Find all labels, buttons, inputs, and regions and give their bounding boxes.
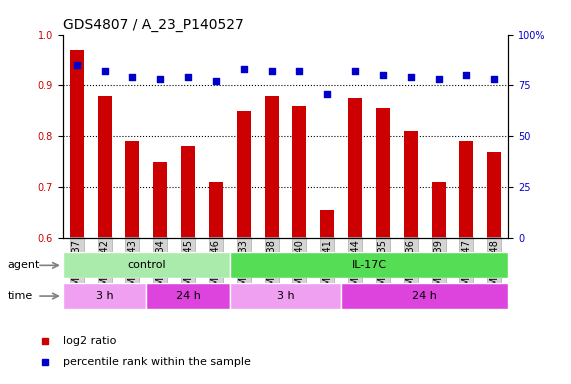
Point (183, 74, 192, 80)
Text: control: control (127, 260, 166, 270)
Point (462, 72, 471, 78)
Bar (209, 182, 223, 238)
Point (156, 76, 165, 83)
Point (295, 68, 304, 74)
Bar (63, 252, 230, 278)
Text: log2 ratio: log2 ratio (63, 336, 116, 346)
Bar (63, 283, 146, 309)
Text: IL-17C: IL-17C (351, 260, 387, 270)
Point (406, 74, 415, 80)
Bar (237, 111, 251, 238)
Text: percentile rank within the sample: percentile rank within the sample (63, 357, 251, 367)
Text: 24 h: 24 h (412, 291, 437, 301)
Bar (230, 283, 341, 309)
Text: GDS4807 / A_23_P140527: GDS4807 / A_23_P140527 (63, 18, 244, 32)
Point (100, 68, 109, 74)
Bar (181, 146, 195, 238)
Text: 3 h: 3 h (277, 291, 294, 301)
Bar (264, 96, 279, 238)
Bar (230, 252, 508, 278)
Point (128, 74, 137, 80)
Bar (460, 141, 473, 238)
Bar (487, 152, 501, 238)
Point (72, 62, 81, 68)
Bar (98, 96, 111, 238)
Bar (292, 106, 307, 238)
Bar (146, 283, 230, 309)
Bar (320, 210, 334, 238)
Point (267, 68, 276, 74)
Point (351, 68, 360, 74)
Point (434, 76, 443, 83)
Bar (341, 283, 508, 309)
Bar (153, 162, 167, 238)
Bar (404, 131, 418, 238)
Point (239, 66, 248, 72)
Bar (376, 108, 390, 238)
Bar (70, 50, 84, 238)
Bar (432, 182, 445, 238)
Point (490, 76, 499, 83)
Text: time: time (7, 291, 33, 301)
Bar (126, 141, 139, 238)
Point (323, 91, 332, 97)
Point (379, 72, 388, 78)
Text: agent: agent (7, 260, 40, 270)
Bar (348, 98, 362, 238)
Point (211, 78, 220, 84)
Text: 3 h: 3 h (96, 291, 114, 301)
Text: 24 h: 24 h (176, 291, 200, 301)
